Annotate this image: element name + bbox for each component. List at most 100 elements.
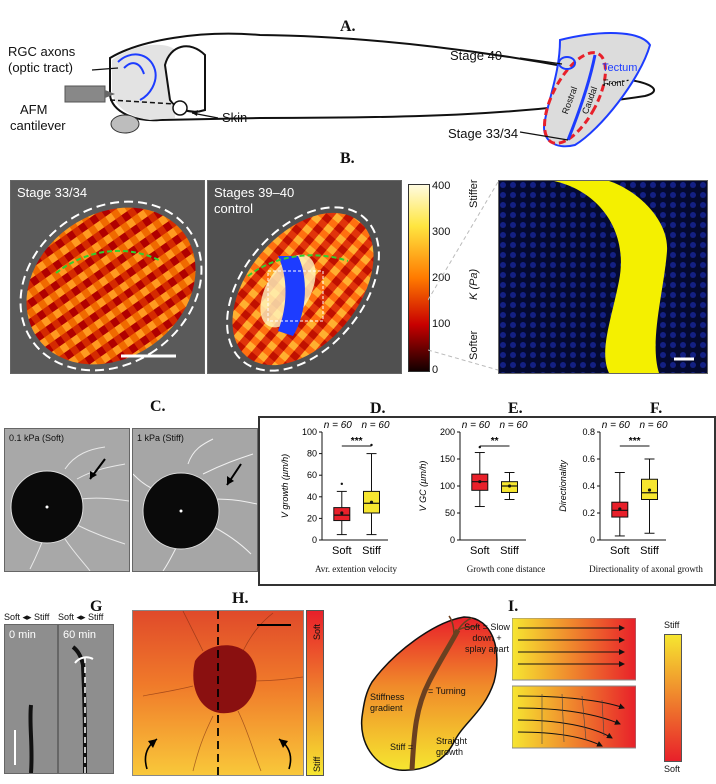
label-i-bar-soft: Soft: [664, 764, 681, 774]
label-i-stiff-eq: Stiff =: [390, 742, 414, 752]
label-skin: Skin: [222, 110, 248, 125]
colorbar-tick-300: 300: [432, 226, 451, 238]
y-tick-label: 200: [440, 427, 455, 437]
colorbar-tick-100: 100: [432, 318, 451, 330]
n-label: n = 60: [361, 420, 390, 431]
label-i-straight: Straight growth: [436, 736, 468, 757]
y-tick-label: 40: [307, 492, 317, 502]
y-tick-label: 80: [307, 449, 317, 459]
micrograph-h: [132, 610, 304, 776]
colorbar-tick-200: 200: [432, 272, 451, 284]
caption-f: Directionality of axonal growth: [589, 564, 703, 574]
mean-point: [340, 511, 344, 515]
afm-map-stages-39-40: Stages 39–40 control: [207, 180, 402, 374]
panel-label-h: H.: [232, 590, 249, 607]
confocal-image: [498, 180, 708, 374]
label-stage-33-34: Stage 33/34: [448, 126, 519, 141]
y-tick-label: 150: [440, 454, 455, 464]
micrograph-g-0min: 0 min: [4, 624, 58, 774]
outlier-point: [478, 445, 481, 449]
zoom-guide-lines: [428, 181, 499, 371]
panel-i-axon-schematic: [512, 618, 636, 749]
label-front: Front: [603, 78, 625, 88]
label-0-1-kpa-soft: 0.1 kPa (Soft): [9, 433, 65, 443]
panel-i-tectum-drawing: [360, 615, 498, 771]
label-i-turning: = Turning: [428, 686, 466, 696]
micrograph-soft: 0.1 kPa (Soft): [4, 428, 130, 572]
mean-point: [369, 500, 374, 504]
y-tick-label: 0: [312, 535, 317, 545]
label-i-gradient: Stiffness gradient: [370, 692, 405, 713]
panel-label-c: C.: [150, 398, 166, 415]
label-1-kpa-stiff: 1 kPa (Stiff): [137, 433, 184, 443]
afm-map-stage-33-34: Stage 33/34: [10, 180, 205, 374]
significance-label: **: [491, 436, 499, 447]
boxplot-charts: 0 20 40 60 80 100 V growth (µm/h) Soft n = 60 Sti…: [280, 420, 668, 557]
panel-label-i: I.: [508, 598, 519, 615]
y-tick-label: 0.6: [582, 454, 595, 464]
y-axis-label: V GC (µm/h): [418, 461, 428, 512]
outlier-point: [340, 482, 343, 486]
x-tick-label: Soft: [610, 545, 630, 557]
label-stages-39-40-map: Stages 39–40: [214, 185, 295, 200]
x-tick-label: Soft: [470, 545, 490, 557]
x-tick-label: Stiff: [362, 545, 382, 557]
y-tick-label: 20: [307, 513, 317, 523]
n-label: n = 60: [324, 420, 353, 431]
y-axis-label: V growth (µm/h): [280, 454, 290, 518]
panel-label-a: A.: [340, 18, 356, 35]
mean-point: [618, 507, 622, 511]
label-g-header-1: Soft ◂▸ Stiff: [4, 612, 50, 622]
label-i-bar-stiff: Stiff: [664, 620, 680, 630]
panel-label-f: F.: [650, 400, 663, 417]
mean-point: [647, 488, 652, 492]
y-tick-label: 50: [445, 508, 455, 518]
x-tick-label: Stiff: [500, 545, 520, 557]
tectum-schematic: [543, 32, 652, 148]
label-tectum: Tectum: [602, 62, 638, 74]
label-i-soft: Soft = Slow down + splay apart: [464, 622, 510, 654]
y-tick-label: 0.2: [582, 508, 595, 518]
label-0-min: 0 min: [9, 629, 36, 641]
colorbar-tick-0: 0: [432, 364, 439, 376]
boxplot-frame: [258, 416, 716, 586]
mean-point: [478, 480, 482, 484]
label-g-header-2: Soft ◂▸ Stiff: [58, 612, 104, 622]
label-stage-40: Stage 40: [450, 48, 503, 63]
micrograph-g-60min: 60 min: [58, 624, 114, 774]
label-h-stiff: Stiff: [312, 756, 322, 772]
y-tick-label: 0.8: [582, 427, 595, 437]
panel-label-d: D.: [370, 400, 386, 417]
y-tick-label: 0: [590, 535, 595, 545]
y-axis-label: Directionality: [558, 460, 568, 512]
n-label: n = 60: [639, 420, 668, 431]
panel-label-e: E.: [508, 400, 523, 417]
n-label: n = 60: [462, 420, 491, 431]
panel-a-drawing: [64, 32, 655, 148]
y-tick-label: 0: [450, 535, 455, 545]
panel-label-b: B.: [340, 150, 355, 167]
y-tick-label: 0.4: [582, 481, 595, 491]
label-60-min: 60 min: [63, 629, 97, 641]
y-tick-label: 60: [307, 470, 317, 480]
label-stage-33-34-map: Stage 33/34: [17, 185, 88, 200]
stiffness-colorbar: [408, 184, 430, 372]
label-cantilever: cantilever: [10, 118, 66, 133]
caption-d: Avr. extention velocity: [314, 564, 398, 574]
label-control-map: control: [214, 201, 254, 216]
label-optic-tract: (optic tract): [8, 60, 74, 75]
significance-label: ***: [351, 436, 363, 447]
n-label: n = 60: [602, 420, 631, 431]
label-afm: AFM: [20, 102, 48, 117]
micrograph-stiff: 1 kPa (Stiff): [132, 428, 258, 572]
label-h-soft: Soft: [312, 623, 322, 640]
y-tick-label: 100: [302, 427, 317, 437]
caption-e: Growth cone distance: [466, 564, 546, 574]
label-rgc-axons: RGC axons: [8, 44, 76, 59]
h-stiffness-bar: [306, 610, 324, 776]
mean-point: [507, 484, 512, 488]
tadpole-outline: [109, 32, 655, 122]
significance-label: ***: [629, 436, 641, 447]
n-label: n = 60: [499, 420, 528, 431]
x-tick-label: Stiff: [640, 545, 660, 557]
